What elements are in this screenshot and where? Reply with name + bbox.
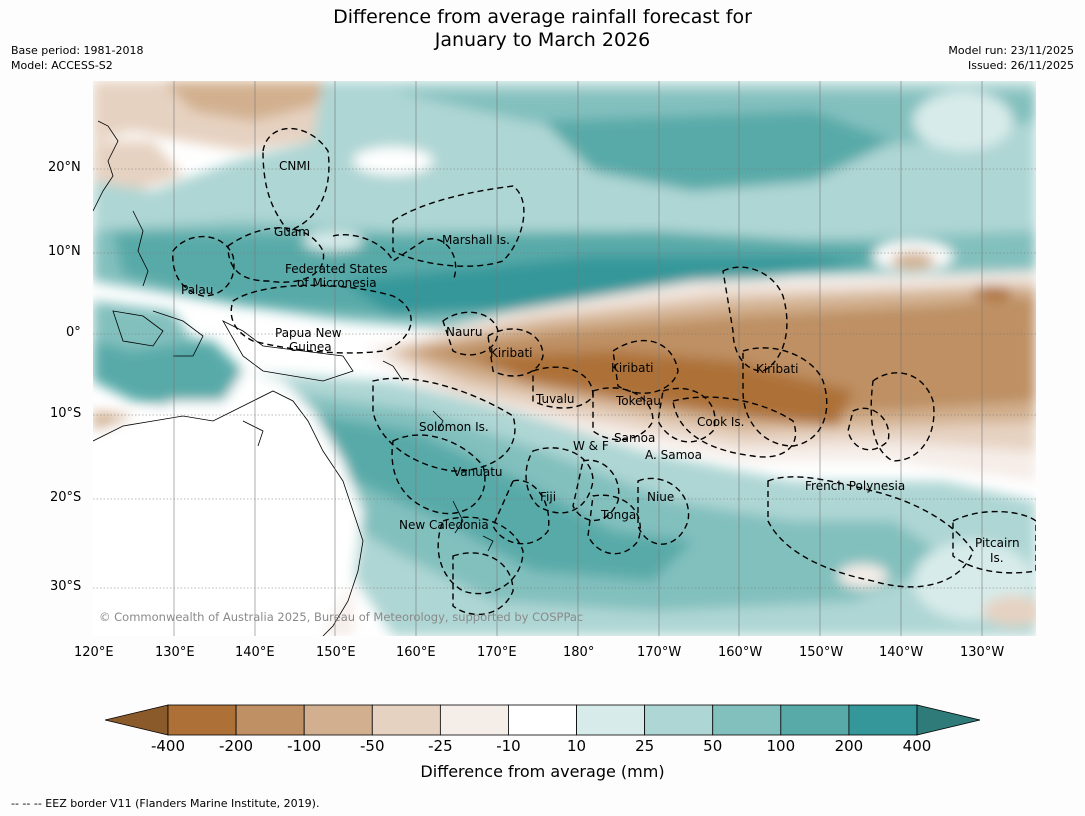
lon-label-130w: 130°W xyxy=(960,645,1005,660)
lon-label-130e: 130°E xyxy=(155,645,195,660)
label-fsm-1: Federated States xyxy=(285,262,387,276)
lon-label-170e: 170°E xyxy=(477,645,517,660)
label-solomon: Solomon Is. xyxy=(419,420,489,434)
coastlines xyxy=(93,120,494,636)
label-samoa: Samoa xyxy=(614,431,655,445)
label-vanuatu: Vanuatu xyxy=(453,465,503,479)
colorbar-box xyxy=(848,704,918,736)
lat-label-10s: 10°S xyxy=(50,406,82,421)
colorbar-box xyxy=(235,704,305,736)
label-tokelau: Tokelau xyxy=(615,394,661,408)
colorbar-title: Difference from average (mm) xyxy=(420,762,665,781)
lon-label-160w: 160°W xyxy=(718,645,763,660)
forecast-map: CNMI Guam Marshall Is. Federated States … xyxy=(93,81,1036,636)
colorbar-tick-label: 200 xyxy=(834,737,864,755)
label-marshall: Marshall Is. xyxy=(442,233,510,247)
lat-label-20s: 20°S xyxy=(50,490,82,505)
label-png-2: Guinea xyxy=(289,340,332,354)
label-french-polynesia: French Polynesia xyxy=(805,479,905,493)
colorbar-tick-label: -200 xyxy=(219,737,254,755)
label-new-caledonia: New Caledonia xyxy=(399,518,489,532)
colorbar-box xyxy=(644,704,714,736)
lon-label-120e: 120°E xyxy=(74,645,114,660)
colorbar-tick-label: -25 xyxy=(428,737,453,755)
colorbar-tick-label: 400 xyxy=(902,737,932,755)
label-kiribati-central: Kiribati xyxy=(611,361,653,375)
lat-label-0: 0° xyxy=(66,325,81,340)
region-labels: CNMI Guam Marshall Is. Federated States … xyxy=(181,159,1020,565)
colorbar xyxy=(105,704,981,736)
map-title: Difference from average rainfall forecas… xyxy=(0,6,1085,52)
issued-date: Issued: 26/11/2025 xyxy=(967,59,1074,72)
label-pitcairn-2: Is. xyxy=(990,551,1004,565)
lon-label-170w: 170°W xyxy=(637,645,682,660)
label-pitcairn-1: Pitcairn xyxy=(975,536,1020,550)
colorbar-tick-label: -400 xyxy=(150,737,186,755)
lat-label-10n: 10°N xyxy=(48,244,81,259)
colorbar-boxes xyxy=(167,704,918,736)
colorbar-box xyxy=(167,704,237,736)
meta-right: Model run: 23/11/2025 Issued: 26/11/2025 xyxy=(948,43,1074,73)
label-kiribati-west: Kiribati xyxy=(490,346,532,360)
label-cook: Cook Is. xyxy=(697,415,744,429)
colorbar-box xyxy=(371,704,441,736)
colorbar-tick-label: -100 xyxy=(287,737,322,755)
label-wf: W & F xyxy=(573,439,609,453)
colorbar-tick-label: 25 xyxy=(635,737,655,755)
label-png-1: Papua New xyxy=(275,326,342,340)
lon-label-140w: 140°W xyxy=(879,645,924,660)
map-svg: CNMI Guam Marshall Is. Federated States … xyxy=(93,81,1036,636)
colorbar-box xyxy=(303,704,373,736)
colorbar-tick-label: -10 xyxy=(496,737,521,755)
colorbar-tick-label: 100 xyxy=(766,737,796,755)
graticule xyxy=(173,81,983,636)
label-guam: Guam xyxy=(274,225,310,239)
label-asamoa: A. Samoa xyxy=(645,448,702,462)
label-tuvalu: Tuvalu xyxy=(535,392,575,406)
title-line-2: January to March 2026 xyxy=(434,29,651,51)
eez-legend-note: -- -- -- EEZ border V11 (Flanders Marine… xyxy=(11,797,320,810)
colorbar-box xyxy=(780,704,850,736)
lon-label-140e: 140°E xyxy=(235,645,275,660)
lon-label-160e: 160°E xyxy=(396,645,436,660)
lon-label-180: 180° xyxy=(563,645,595,660)
label-fsm-2: of Micronesia xyxy=(297,276,377,290)
base-period: Base period: 1981-2018 xyxy=(11,44,144,57)
lon-label-150w: 150°W xyxy=(799,645,844,660)
colorbar-tick-label: 50 xyxy=(703,737,723,755)
copyright-notice: © Commonwealth of Australia 2025, Bureau… xyxy=(99,610,583,624)
lat-label-30s: 30°S xyxy=(50,579,82,594)
colorbar-tick-label: -50 xyxy=(360,737,385,755)
label-nauru: Nauru xyxy=(446,325,482,339)
label-tonga: Tonga xyxy=(600,508,636,522)
colorbar-box xyxy=(712,704,782,736)
model-run: Model run: 23/11/2025 xyxy=(948,44,1074,57)
label-kiribati-east: Kiribati xyxy=(756,362,798,376)
colorbar-box xyxy=(576,704,646,736)
colorbar-box xyxy=(439,704,509,736)
lat-label-20n: 20°N xyxy=(48,160,81,175)
meta-left: Base period: 1981-2018 Model: ACCESS-S2 xyxy=(11,43,143,73)
label-palau: Palau xyxy=(181,283,213,297)
lon-label-150e: 150°E xyxy=(316,645,356,660)
colorbar-extend-low xyxy=(105,704,169,736)
colorbar-tick-label: 10 xyxy=(566,737,587,755)
model-name: Model: ACCESS-S2 xyxy=(11,59,113,72)
label-cnmi: CNMI xyxy=(279,159,310,173)
colorbar-box xyxy=(508,704,577,736)
colorbar-extend-high xyxy=(916,704,981,736)
label-niue: Niue xyxy=(647,490,674,504)
eez-borders xyxy=(172,127,1036,616)
rainfall-anomaly-field xyxy=(93,81,1036,636)
title-line-1: Difference from average rainfall forecas… xyxy=(333,6,752,28)
label-fiji: Fiji xyxy=(540,490,556,504)
